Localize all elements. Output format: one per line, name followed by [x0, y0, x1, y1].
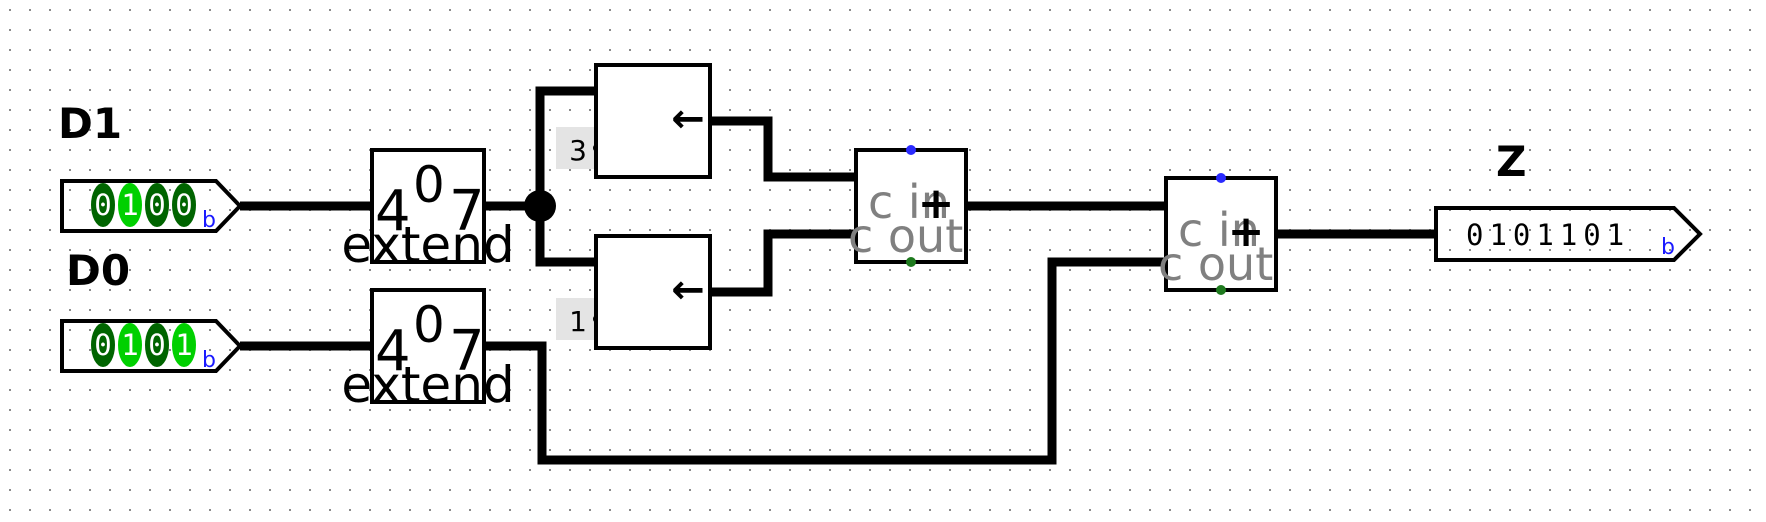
carry-in-pin: [906, 145, 916, 155]
input-pin-d0[interactable]: D0 0 1 0 1 b: [60, 246, 243, 373]
input-bits-d1[interactable]: 0 1 0 0 b: [91, 183, 216, 233]
bit-bg: [118, 323, 142, 367]
bit-bg: [172, 183, 196, 227]
input-pin-d1[interactable]: D1 0 1 0 0 b: [58, 99, 243, 233]
adder-1[interactable]: c in + c out: [848, 145, 968, 267]
shift-amount-tag: [556, 298, 596, 340]
radix-suffix: b: [202, 208, 216, 233]
radix-suffix: b: [202, 348, 216, 373]
bit-value: 0: [94, 328, 111, 362]
wire-splitter-to-shift1: [535, 206, 600, 267]
output-pin-z[interactable]: Z 0101101 b: [1434, 137, 1703, 262]
extender-out-width: 7: [449, 179, 485, 244]
extender-in-width: 4: [375, 179, 411, 244]
adder-cout-label: c out: [1158, 237, 1273, 291]
wire-splitter-to-shift3: [535, 86, 600, 206]
output-label-z: Z: [1496, 137, 1526, 186]
bit-value: 1: [121, 328, 138, 362]
bit-bg: [145, 183, 169, 227]
adder-plus-icon: +: [1228, 206, 1265, 257]
wire-shift3-to-adder1: [710, 116, 856, 182]
shift-amount-tag: [556, 127, 596, 169]
radix-suffix: b: [1661, 235, 1675, 260]
output-pin-body: [1434, 206, 1703, 262]
wire-junction: [524, 190, 556, 222]
bit-value: 1: [175, 328, 192, 362]
wires: [240, 86, 1436, 465]
bit-value: 0: [148, 188, 165, 222]
extender-body: [370, 148, 486, 264]
bit-value: 0: [148, 328, 165, 362]
carry-in-pin: [1216, 173, 1226, 183]
extender-zero: 0: [413, 296, 445, 354]
bit-extender-d0[interactable]: 4 0 7 extend: [341, 288, 515, 414]
extender-zero: 0: [413, 156, 445, 214]
bit-extender-d1[interactable]: 4 0 7 extend: [341, 148, 515, 274]
extender-out-width: 7: [449, 319, 485, 384]
shift-amount: 3: [569, 134, 587, 167]
adder-cin-label: c in: [868, 175, 950, 229]
shift-amount: 1: [569, 305, 587, 338]
extender-body: [370, 288, 486, 404]
shifter-body: [594, 63, 712, 179]
extender-label: extend: [341, 356, 514, 414]
shifter-left-1[interactable]: 1 ←: [556, 234, 712, 350]
carry-out-pin: [906, 257, 916, 267]
adder-plus-icon: +: [918, 178, 955, 229]
bit-bg: [145, 323, 169, 367]
bit-value: 0: [94, 188, 111, 222]
shifter-body: [594, 234, 712, 350]
extender-label: extend: [341, 216, 514, 274]
bit-bg: [91, 323, 115, 367]
input-label-d1: D1: [58, 99, 122, 148]
shift-left-arrow-icon: ←: [671, 96, 705, 142]
adder-body: [854, 148, 968, 264]
carry-out-pin: [1216, 285, 1226, 295]
bit-value: 1: [121, 188, 138, 222]
bit-value: 0: [175, 188, 192, 222]
input-bits-d0[interactable]: 0 1 0 1 b: [91, 323, 216, 373]
output-value: 0101101: [1466, 218, 1630, 252]
adder-cout-label: c out: [848, 209, 963, 263]
input-pin-body-d1: [60, 179, 243, 233]
adder-2[interactable]: c in + c out: [1158, 173, 1278, 295]
input-label-d0: D0: [66, 246, 130, 295]
wire-extend0-to-adder2: [486, 257, 1166, 465]
bit-bg: [91, 183, 115, 227]
wire-shift1-to-adder1: [710, 229, 856, 297]
shift-left-arrow-icon: ←: [671, 267, 705, 313]
bit-bg: [118, 183, 142, 227]
extender-in-width: 4: [375, 319, 411, 384]
adder-cin-label: c in: [1178, 203, 1260, 257]
bit-bg: [172, 323, 196, 367]
input-pin-body-d0: [60, 319, 243, 373]
shifter-left-3[interactable]: 3 ←: [556, 63, 712, 179]
